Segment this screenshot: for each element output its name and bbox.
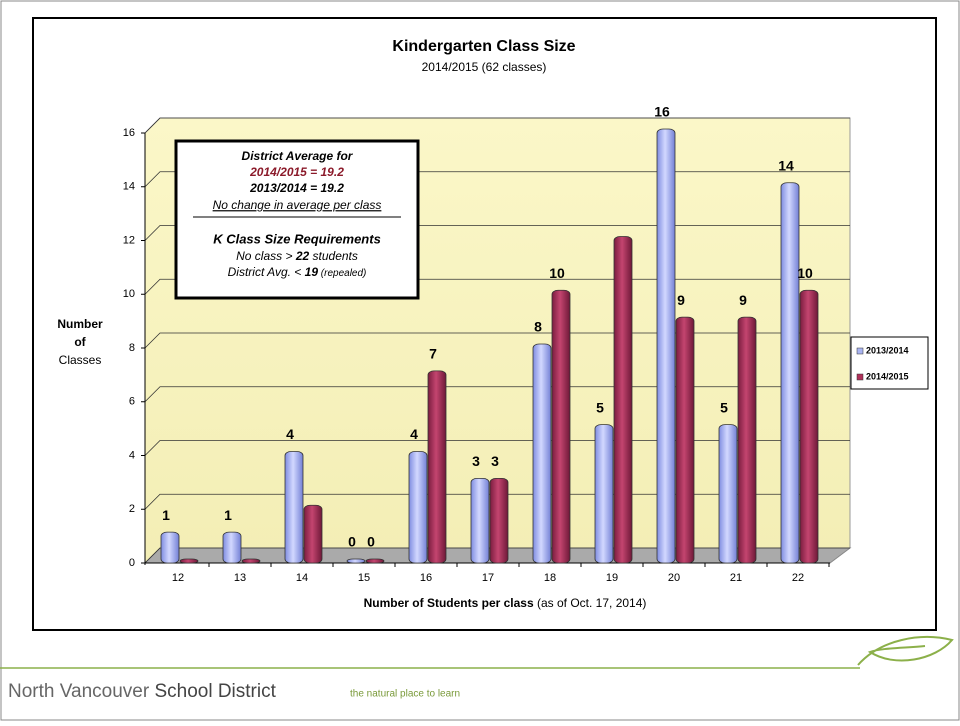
y-tick-label: 6 xyxy=(129,396,135,408)
annotation-line: District Avg. < 19 (repealed) xyxy=(228,265,367,279)
bar xyxy=(718,424,738,564)
bar xyxy=(594,424,614,564)
y-tick-label: 8 xyxy=(129,342,135,354)
bar xyxy=(470,477,490,564)
x-axis-label: Number of Students per class xyxy=(364,596,534,610)
bar xyxy=(799,289,819,564)
y-tick-label: 0 xyxy=(129,557,135,569)
bar xyxy=(780,182,800,564)
x-tick-label: 16 xyxy=(420,572,432,584)
x-tick-label: 20 xyxy=(668,572,680,584)
annotation-part: students xyxy=(309,249,358,263)
bar xyxy=(303,504,323,564)
y-tick-label: 10 xyxy=(123,288,135,300)
data-label: 3 xyxy=(491,453,499,469)
data-label: 10 xyxy=(797,265,813,281)
annotation-line: No change in average per class xyxy=(213,198,382,212)
x-tick-label: 15 xyxy=(358,572,370,584)
x-tick-label: 14 xyxy=(296,572,308,584)
bar xyxy=(489,477,509,564)
data-label: 10 xyxy=(549,265,565,281)
leaf-logo xyxy=(857,636,954,666)
x-tick-label: 17 xyxy=(482,572,494,584)
legend-label: 2014/2015 xyxy=(866,371,909,381)
bar xyxy=(532,343,552,564)
data-label: 7 xyxy=(429,346,437,362)
bar xyxy=(222,531,242,564)
y-axis-label: Classes xyxy=(59,353,102,367)
annotation-part: 22 xyxy=(295,249,310,263)
bar xyxy=(408,451,428,564)
x-axis-note: (as of Oct. 17, 2014) xyxy=(537,596,646,610)
annotation-line: District Average for xyxy=(242,149,354,163)
bar xyxy=(427,370,447,564)
footer-name-bold: School District xyxy=(154,681,276,702)
data-label: 1 xyxy=(162,507,170,523)
annotation-box xyxy=(174,139,420,300)
data-label: 1 xyxy=(224,507,232,523)
data-label: 5 xyxy=(720,399,728,415)
footer-name-light: North Vancouver xyxy=(8,681,150,702)
data-label: 5 xyxy=(596,399,604,415)
annotation: District Average for 2014/2015 = 19.2 20… xyxy=(193,149,401,279)
data-label: 9 xyxy=(739,292,747,308)
bar xyxy=(346,558,366,564)
y-axis-label: of xyxy=(74,335,86,349)
y-axis-label: Number xyxy=(57,317,103,331)
x-tick-label: 12 xyxy=(172,572,184,584)
bar xyxy=(675,316,695,564)
annotation-line: K Class Size Requirements xyxy=(213,231,381,246)
bar xyxy=(737,316,757,564)
chart-subtitle: 2014/2015 (62 classes) xyxy=(422,60,547,74)
data-label: 0 xyxy=(348,534,356,550)
x-tick-label: 18 xyxy=(544,572,556,584)
annotation-line: 2013/2014 = 19.2 xyxy=(249,181,344,195)
bar xyxy=(241,558,261,564)
bar xyxy=(284,451,304,564)
annotation-part: 19 xyxy=(305,265,319,279)
annotation-part: (repealed) xyxy=(318,268,366,279)
y-tick-label: 2 xyxy=(129,503,135,515)
annotation-line: No class > 22 students xyxy=(236,249,358,263)
annotation-line: 2014/2015 = 19.2 xyxy=(249,165,344,179)
footer-tagline: the natural place to learn xyxy=(350,689,460,700)
data-label: 4 xyxy=(410,426,418,442)
data-label: 0 xyxy=(367,534,375,550)
annotation-part: District Avg. < xyxy=(228,265,305,279)
data-label: 14 xyxy=(778,157,794,173)
data-label: 8 xyxy=(534,319,542,335)
annotation-part: No class > xyxy=(236,249,296,263)
y-tick-label: 16 xyxy=(123,127,135,139)
y-tick-label: 4 xyxy=(129,449,135,461)
chart-title: Kindergarten Class Size xyxy=(392,38,575,55)
data-label: 16 xyxy=(654,104,670,120)
legend-swatch xyxy=(856,347,864,355)
legend-label: 2013/2014 xyxy=(866,345,909,355)
data-label: 4 xyxy=(286,426,294,442)
footer-name: North Vancouver School District xyxy=(8,681,277,702)
data-label: 9 xyxy=(677,292,685,308)
bar xyxy=(656,128,676,564)
data-label: 3 xyxy=(472,453,480,469)
bar xyxy=(613,236,633,564)
bar xyxy=(551,289,571,564)
x-tick-label: 19 xyxy=(606,572,618,584)
x-tick-label: 21 xyxy=(730,572,742,584)
grid-line xyxy=(144,117,850,134)
grid-line xyxy=(144,171,850,188)
x-tick-label: 13 xyxy=(234,572,246,584)
bar xyxy=(179,558,199,564)
x-axis-label: Number of Students per class (as of Oct.… xyxy=(364,596,647,610)
bar xyxy=(160,531,180,564)
legend xyxy=(850,336,929,390)
y-tick-label: 14 xyxy=(123,181,135,193)
grid-line xyxy=(144,225,850,241)
bar xyxy=(365,558,385,564)
x-tick-label: 22 xyxy=(792,572,804,584)
legend-swatch xyxy=(856,373,864,381)
y-tick-label: 12 xyxy=(123,234,135,246)
